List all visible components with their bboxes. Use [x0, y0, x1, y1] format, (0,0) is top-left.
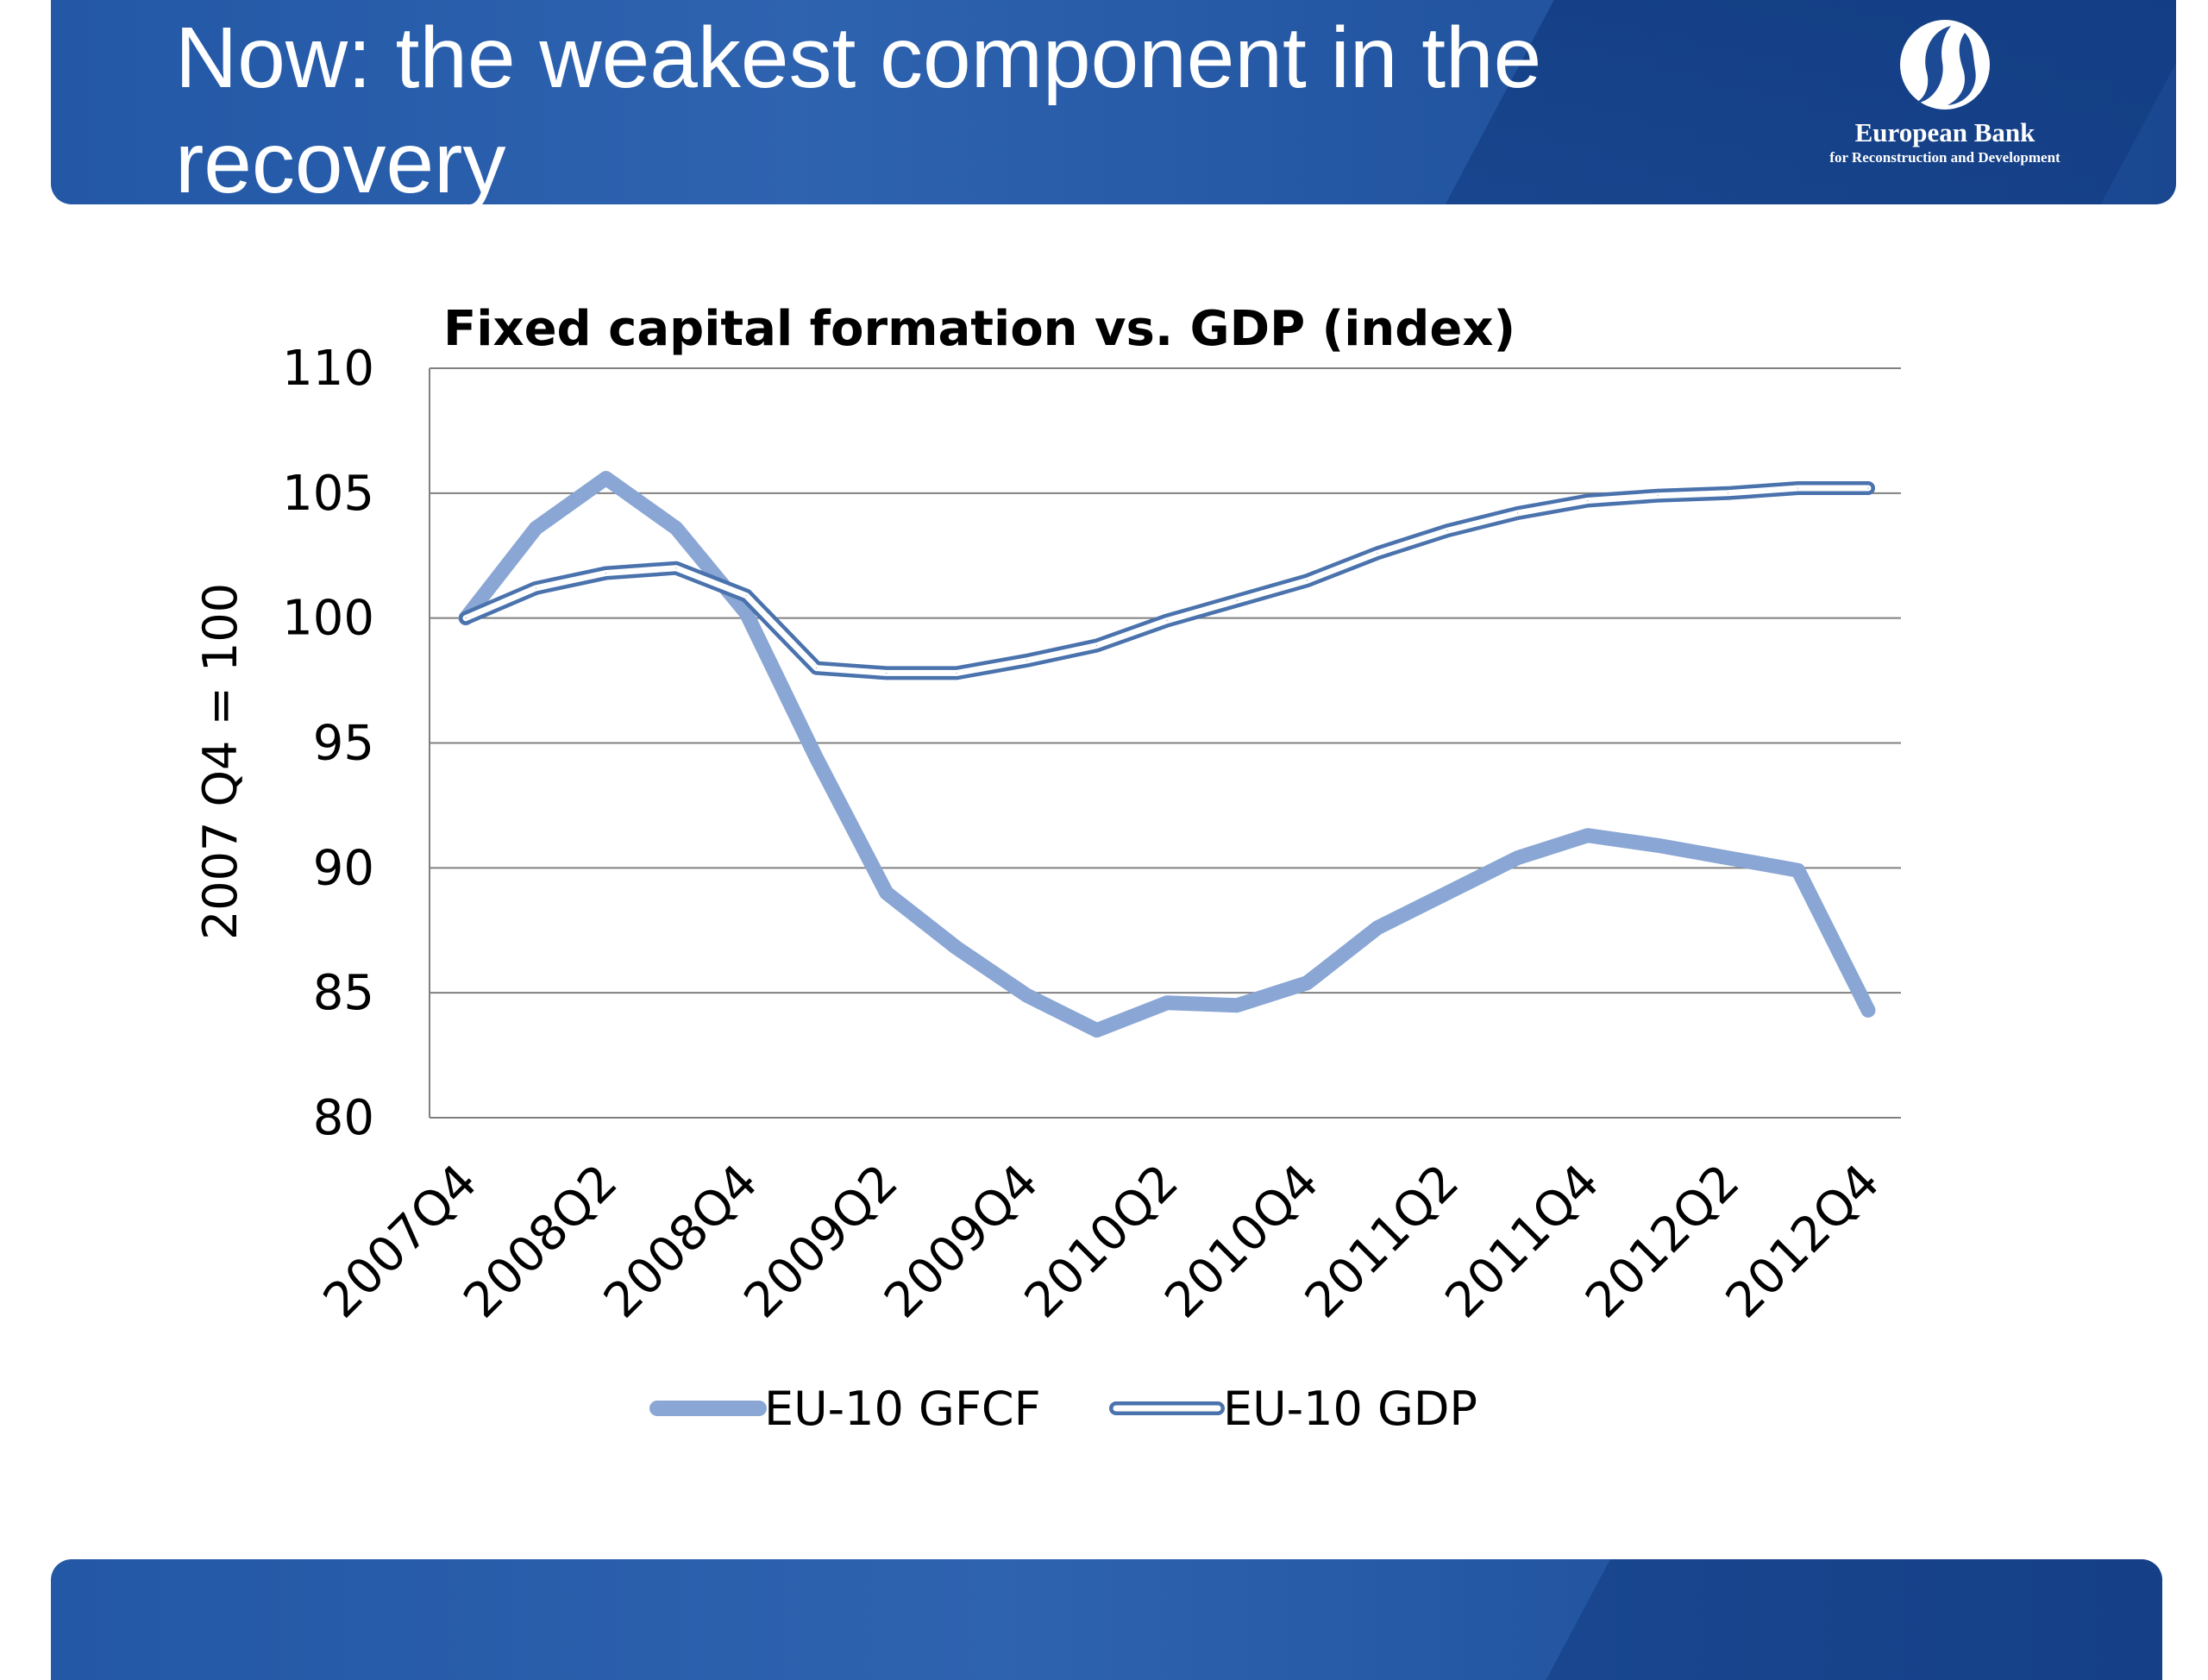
series-lines — [458, 471, 1876, 1038]
y-tick-label: 100 — [282, 591, 374, 647]
x-tick-label: 2011Q4 — [1435, 1154, 1610, 1329]
legend-label-gdp: EU-10 GDP — [1223, 1382, 1477, 1436]
x-tick-label: 2010Q4 — [1154, 1154, 1329, 1329]
data-point-gdp — [1307, 580, 1308, 581]
x-tick-label: 2008Q2 — [453, 1154, 628, 1329]
data-point-gdp — [1517, 512, 1518, 514]
data-point-gfcf — [1026, 994, 1027, 996]
data-point-gdp — [1657, 495, 1659, 497]
data-point-gdp — [605, 573, 607, 574]
legend: EU-10 GFCF EU-10 GDP — [649, 1382, 1477, 1436]
x-tick-label: 2010Q2 — [1014, 1154, 1189, 1329]
logo-subtitle: for Reconstruction and Development — [1829, 149, 2061, 166]
x-axis-ticks: 2007Q42008Q22008Q42009Q22009Q42010Q22010… — [313, 1154, 1891, 1329]
legend-label-gfcf: EU-10 GFCF — [764, 1382, 1041, 1436]
footer-banner — [51, 1559, 2162, 1680]
data-point-gdp — [1096, 645, 1098, 647]
y-tick-label: 95 — [313, 716, 374, 772]
slide-title: Now: the weakest component in the recove… — [175, 9, 1542, 211]
data-point-gfcf — [1236, 1005, 1238, 1006]
ebrd-logo: European Bank for Reconstruction and Dev… — [1760, 19, 2130, 183]
data-point-gfcf — [1657, 844, 1659, 846]
y-tick-label: 80 — [313, 1090, 374, 1146]
y-tick-label: 90 — [313, 840, 374, 896]
data-point-gfcf — [816, 757, 817, 759]
data-point-gdp — [1446, 530, 1448, 531]
data-point-gfcf — [675, 527, 677, 529]
series-line-gdp-inner — [462, 485, 1872, 676]
data-point-gfcf — [1587, 835, 1589, 837]
data-point-gfcf — [1096, 1030, 1098, 1031]
series-line-gdp — [459, 481, 1875, 680]
title-banner — [51, 0, 2176, 204]
data-point-gdp — [745, 595, 747, 597]
ebrd-logo-icon — [1900, 20, 1990, 110]
y-tick-label: 85 — [313, 965, 374, 1021]
data-point-gfcf — [605, 477, 607, 479]
logo-name: European Bank — [1854, 117, 2036, 147]
data-point-gfcf — [745, 612, 747, 614]
data-point-gfcf — [1166, 1002, 1168, 1004]
x-tick-label: 2009Q2 — [734, 1154, 909, 1329]
chart-title: Fixed capital formation vs. GDP (index) — [443, 301, 1515, 357]
data-point-gfcf — [1867, 1009, 1869, 1011]
gridlines — [429, 367, 1901, 1119]
series-line-gfcf — [458, 471, 1876, 1038]
data-point-gdp — [1587, 500, 1589, 502]
data-point-gdp — [675, 567, 677, 569]
y-tick-label: 110 — [282, 341, 374, 397]
y-axis-ticks: 80 85 90 95 100 105 110 — [282, 341, 374, 1146]
data-point-gfcf — [1797, 869, 1799, 871]
y-axis-label: 2007 Q4 = 100 — [193, 583, 248, 940]
data-point-gdp — [465, 617, 467, 619]
x-tick-label: 2008Q4 — [593, 1154, 768, 1329]
data-point-gfcf — [1517, 857, 1518, 859]
y-tick-label: 105 — [282, 466, 374, 522]
data-point-gdp — [1166, 620, 1168, 622]
data-point-gdp — [886, 672, 888, 674]
data-point-gdp — [1797, 487, 1799, 489]
data-point-gdp — [1026, 660, 1027, 661]
x-tick-label: 2012Q4 — [1716, 1154, 1891, 1329]
x-tick-label: 2009Q4 — [874, 1154, 1049, 1329]
data-point-gdp — [1236, 599, 1238, 601]
x-tick-label: 2011Q2 — [1295, 1154, 1470, 1329]
x-tick-label: 2012Q2 — [1575, 1154, 1750, 1329]
data-point-gfcf — [1307, 982, 1308, 984]
x-tick-label: 2007Q4 — [313, 1154, 488, 1329]
data-point-gdp — [1867, 487, 1869, 489]
